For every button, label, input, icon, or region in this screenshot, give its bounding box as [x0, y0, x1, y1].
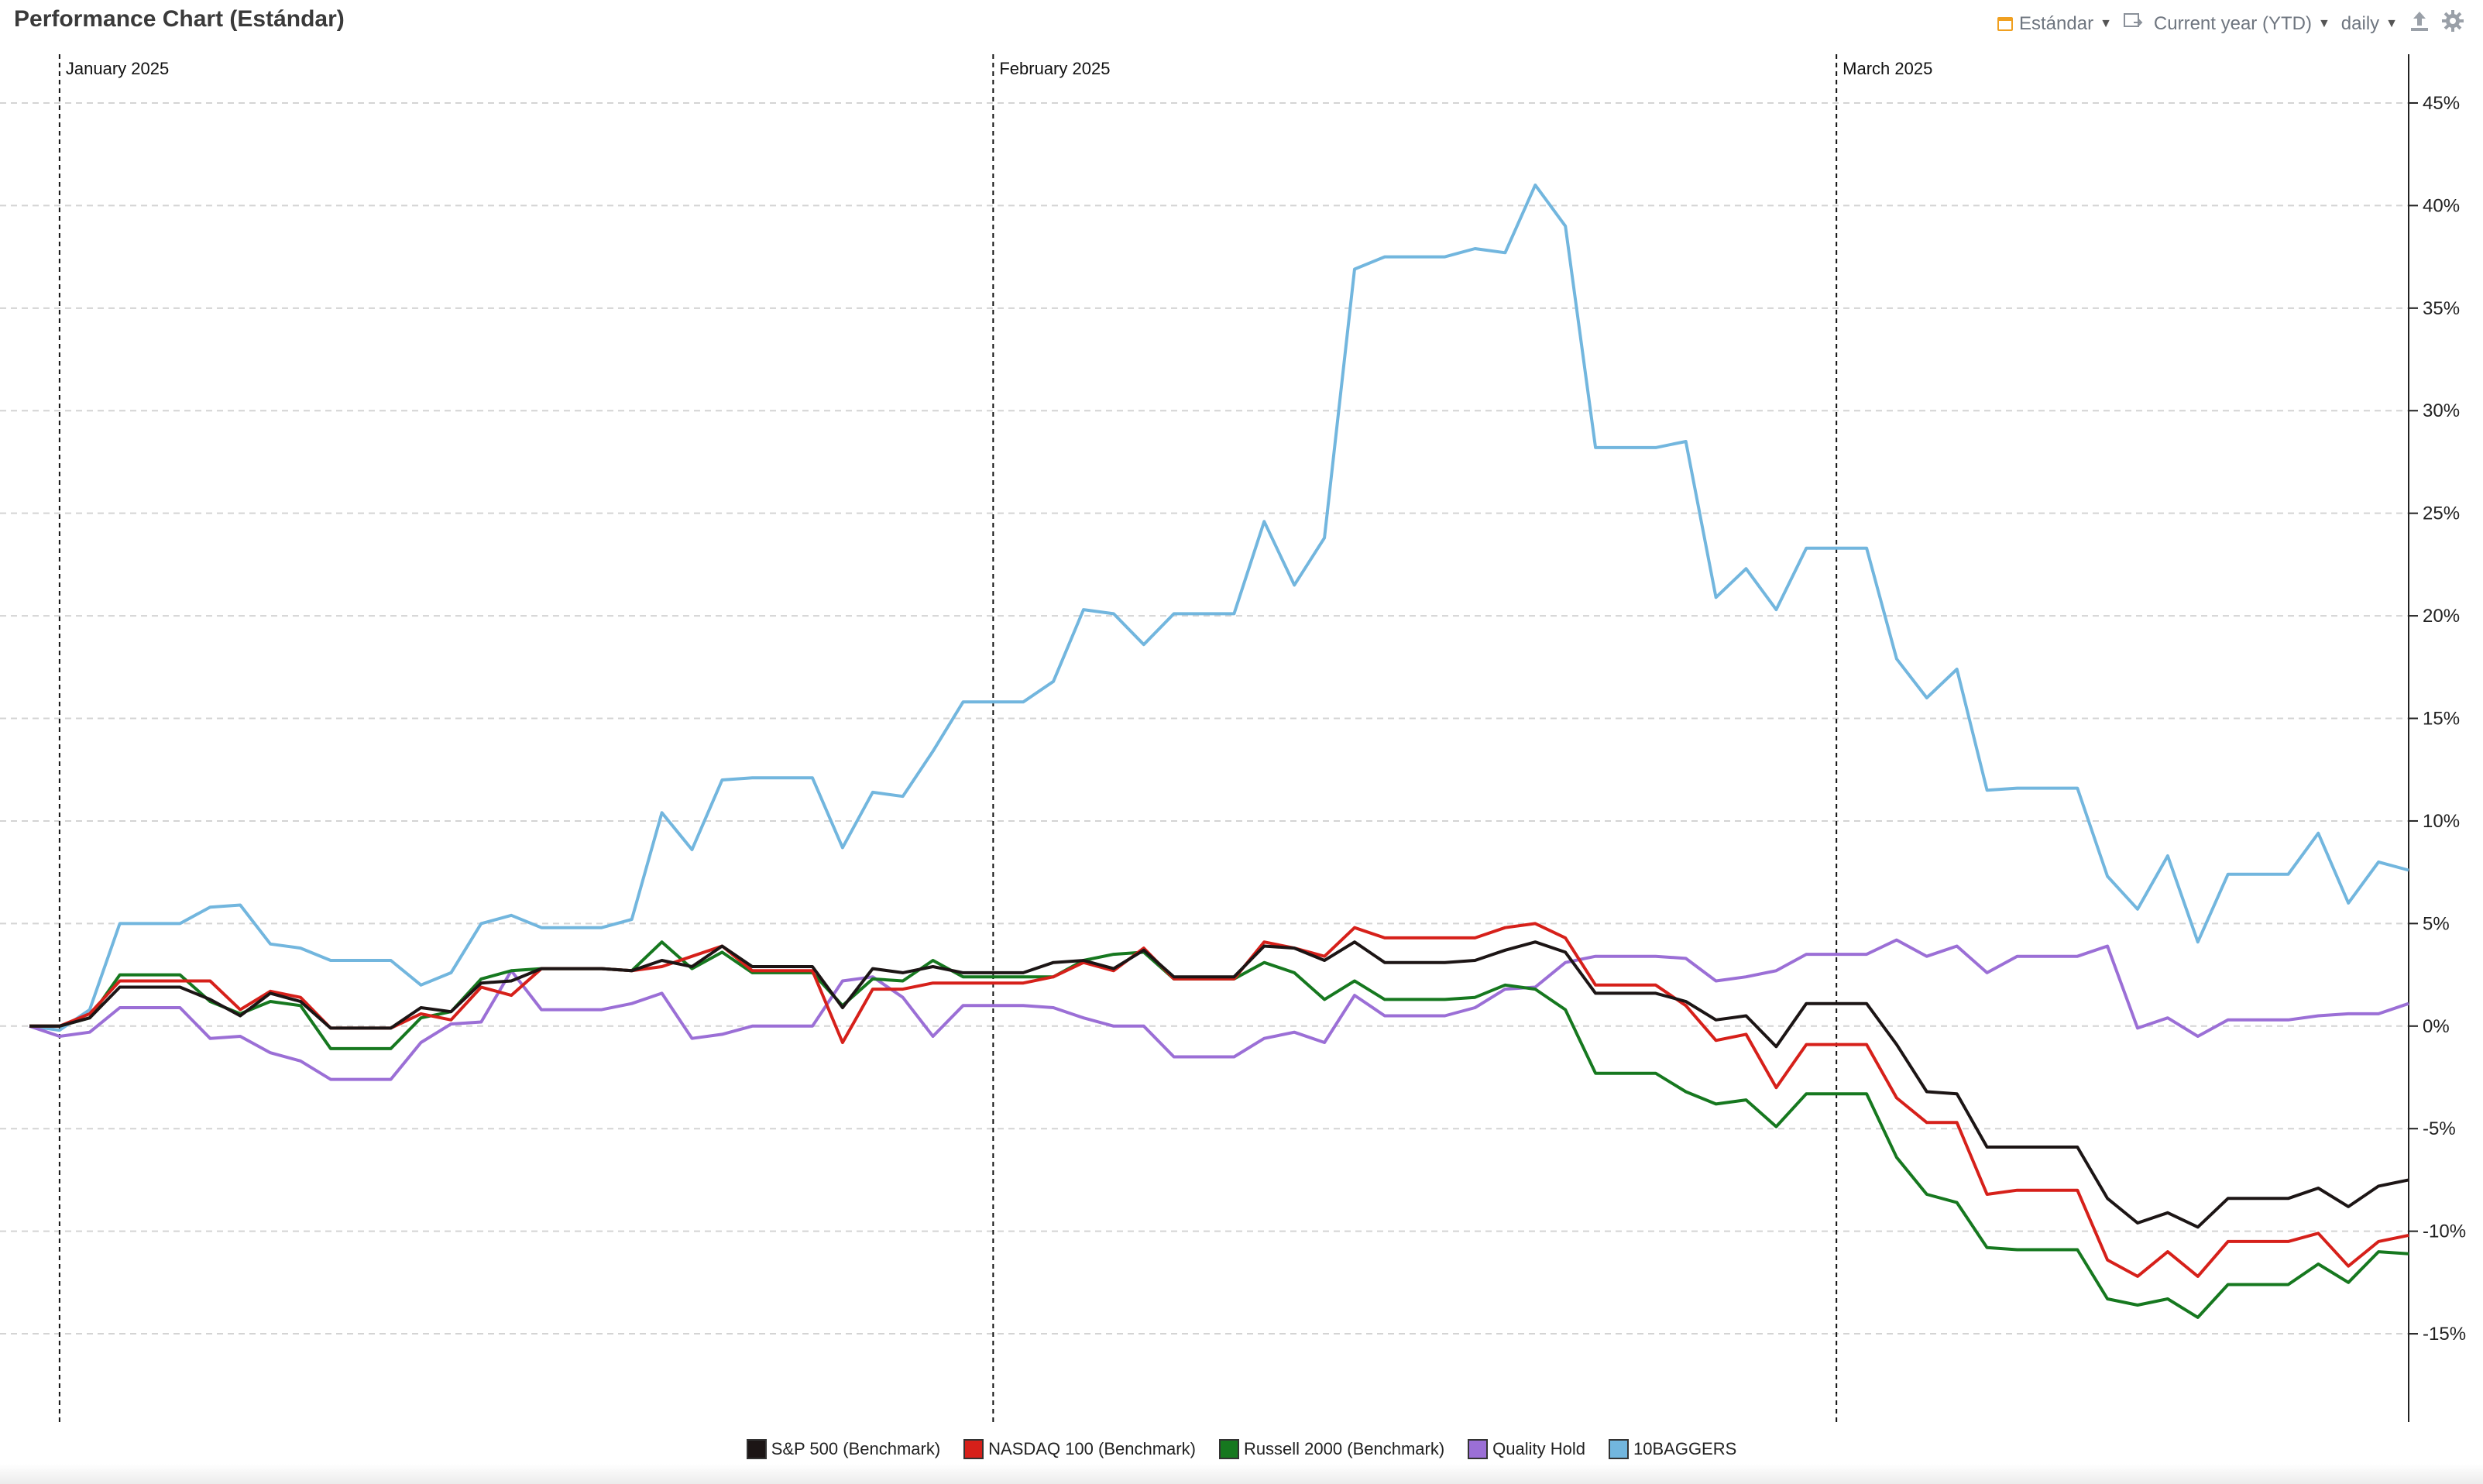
y-axis: 45% 40% 35% 30% 25% 20% 15% 10% 5% 0% -5% -10% -15%	[2408, 54, 2466, 1422]
chevron-down-icon: ▼	[2100, 16, 2112, 30]
period-label: Current year (YTD)	[2153, 12, 2312, 34]
y-tick-label: -10%	[2423, 1221, 2466, 1242]
gridlines	[0, 101, 2409, 1335]
series-line	[29, 183, 2409, 1032]
legend-item[interactable]: 10BAGGERS	[1609, 1439, 1736, 1459]
export-icon[interactable]	[2409, 9, 2430, 38]
interval-selector[interactable]: daily ▼	[2341, 13, 2398, 35]
chart-area: January 2025 February 2025 March 2025 45% 4…	[0, 46, 2483, 1437]
legend-swatch	[1609, 1439, 1630, 1459]
gear-icon[interactable]	[2441, 9, 2464, 38]
series-line	[29, 940, 2409, 1319]
legend-swatch	[963, 1439, 984, 1459]
legend-label: Quality Hold	[1492, 1439, 1586, 1458]
legend-item[interactable]: NASDAQ 100 (Benchmark)	[963, 1439, 1196, 1459]
y-tick-label: -5%	[2423, 1118, 2456, 1139]
y-tick-label: 35%	[2423, 298, 2460, 319]
period-selector[interactable]: Current year (YTD) ▼	[2154, 13, 2330, 35]
series-line	[29, 938, 2409, 1081]
month-marker-label: March 2025	[1843, 59, 1932, 78]
month-markers: January 2025 February 2025 March 2025	[58, 54, 1932, 1422]
legend-label: NASDAQ 100 (Benchmark)	[988, 1439, 1196, 1458]
y-tick-label: 25%	[2423, 503, 2460, 524]
y-tick-label: 5%	[2423, 913, 2450, 934]
bottom-shadow	[0, 1464, 2483, 1484]
series-line	[29, 922, 2409, 1278]
calendar-icon	[1997, 16, 2013, 31]
compare-icon[interactable]	[2123, 12, 2143, 36]
y-tick-label: -15%	[2423, 1324, 2466, 1345]
y-tick-label: 15%	[2423, 709, 2460, 730]
legend-item[interactable]: Russell 2000 (Benchmark)	[1218, 1439, 1445, 1459]
chevron-down-icon: ▼	[2385, 16, 2398, 30]
legend-label: Russell 2000 (Benchmark)	[1243, 1439, 1445, 1458]
chart-toolbar: Estándar ▼ Current year (YTD) ▼ daily ▼	[1997, 9, 2464, 38]
chart-legend: S&P 500 (Benchmark) NASDAQ 100 (Benchmark…	[0, 1439, 2483, 1459]
y-tick-label: 0%	[2423, 1016, 2450, 1037]
y-tick-label: 10%	[2423, 811, 2460, 832]
legend-item[interactable]: Quality Hold	[1468, 1439, 1585, 1459]
y-tick-label: 20%	[2423, 606, 2460, 627]
page-title: Performance Chart (Estándar)	[14, 6, 345, 32]
view-label: Estándar	[2019, 12, 2094, 34]
y-tick-label: 40%	[2423, 195, 2460, 216]
chevron-down-icon: ▼	[2317, 16, 2330, 30]
interval-label: daily	[2340, 12, 2380, 34]
y-tick-label: 45%	[2423, 93, 2460, 114]
legend-item[interactable]: S&P 500 (Benchmark)	[746, 1439, 941, 1459]
performance-chart: January 2025 February 2025 March 2025 45%4…	[0, 54, 2466, 1422]
view-selector[interactable]: Estándar ▼	[1997, 13, 2112, 35]
y-tick-label: 30%	[2423, 400, 2460, 421]
series-lines	[29, 183, 2409, 1319]
legend-label: 10BAGGERS	[1633, 1439, 1737, 1458]
legend-swatch	[746, 1439, 767, 1459]
series-line	[29, 940, 2409, 1229]
month-marker-label: January 2025	[66, 59, 169, 78]
legend-swatch	[1218, 1439, 1239, 1459]
legend-swatch	[1468, 1439, 1489, 1459]
month-marker-label: February 2025	[999, 59, 1110, 78]
legend-label: S&P 500 (Benchmark)	[771, 1439, 941, 1458]
